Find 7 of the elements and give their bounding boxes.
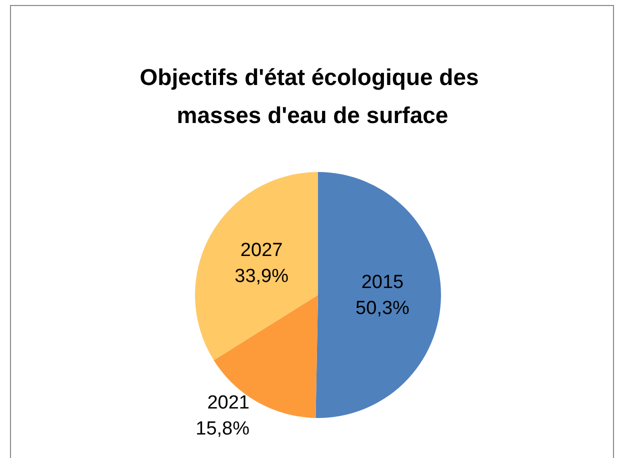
data-label: 33,9% (234, 266, 289, 288)
data-label: 15,8% (196, 418, 250, 440)
chart-title: Objectifs d'état écologique des masses d'eau de surface (140, 64, 486, 128)
slice-label: 2021 (207, 392, 250, 414)
slice-label: 2027 (240, 240, 283, 262)
data-label: 50,3% (356, 298, 410, 320)
slice-label: 2015 (361, 272, 404, 294)
